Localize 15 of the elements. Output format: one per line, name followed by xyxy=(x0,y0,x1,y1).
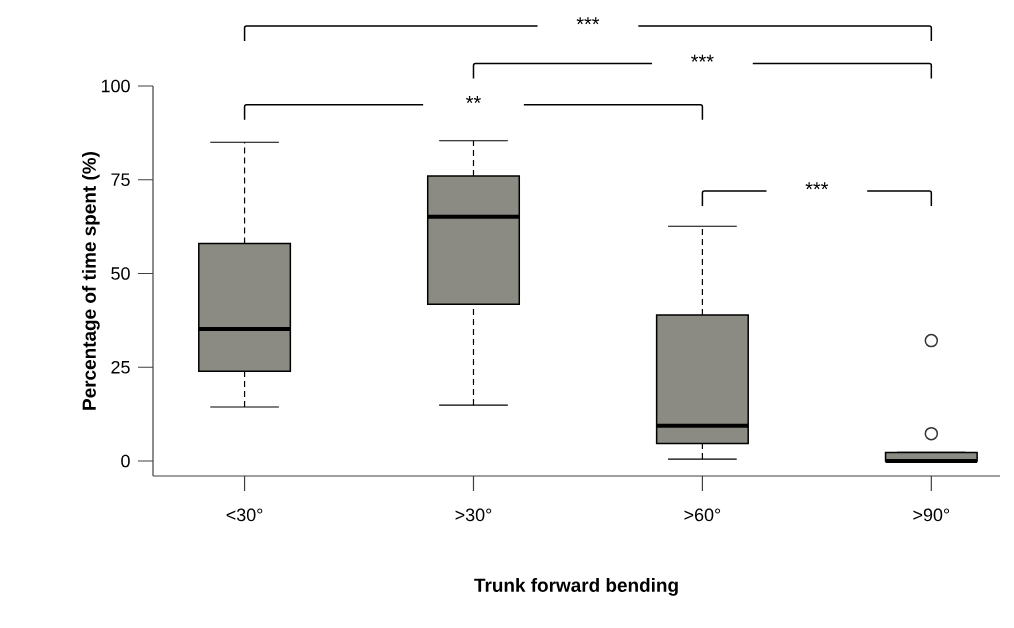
annotation: ** xyxy=(466,96,481,104)
y-tick-label: 25 xyxy=(111,360,130,374)
y-axis-title: Percentage of time spent (%) xyxy=(81,152,100,410)
x-tick-label: >30° xyxy=(455,508,492,522)
y-tick-label: 50 xyxy=(111,267,130,280)
x-tick-label: >90° xyxy=(913,508,950,522)
y-tick-label: 0 xyxy=(121,454,130,468)
text: *** xyxy=(576,17,600,25)
x-tick-label: >60° xyxy=(684,508,721,522)
annotation: *** xyxy=(805,182,829,190)
text: *** xyxy=(691,54,714,62)
x-axis-title: Trunk forward bending xyxy=(474,578,678,596)
y-tick-label: 100 xyxy=(101,79,130,93)
y-tick-label: 75 xyxy=(111,173,130,186)
x-tick-label: <30° xyxy=(226,508,263,522)
